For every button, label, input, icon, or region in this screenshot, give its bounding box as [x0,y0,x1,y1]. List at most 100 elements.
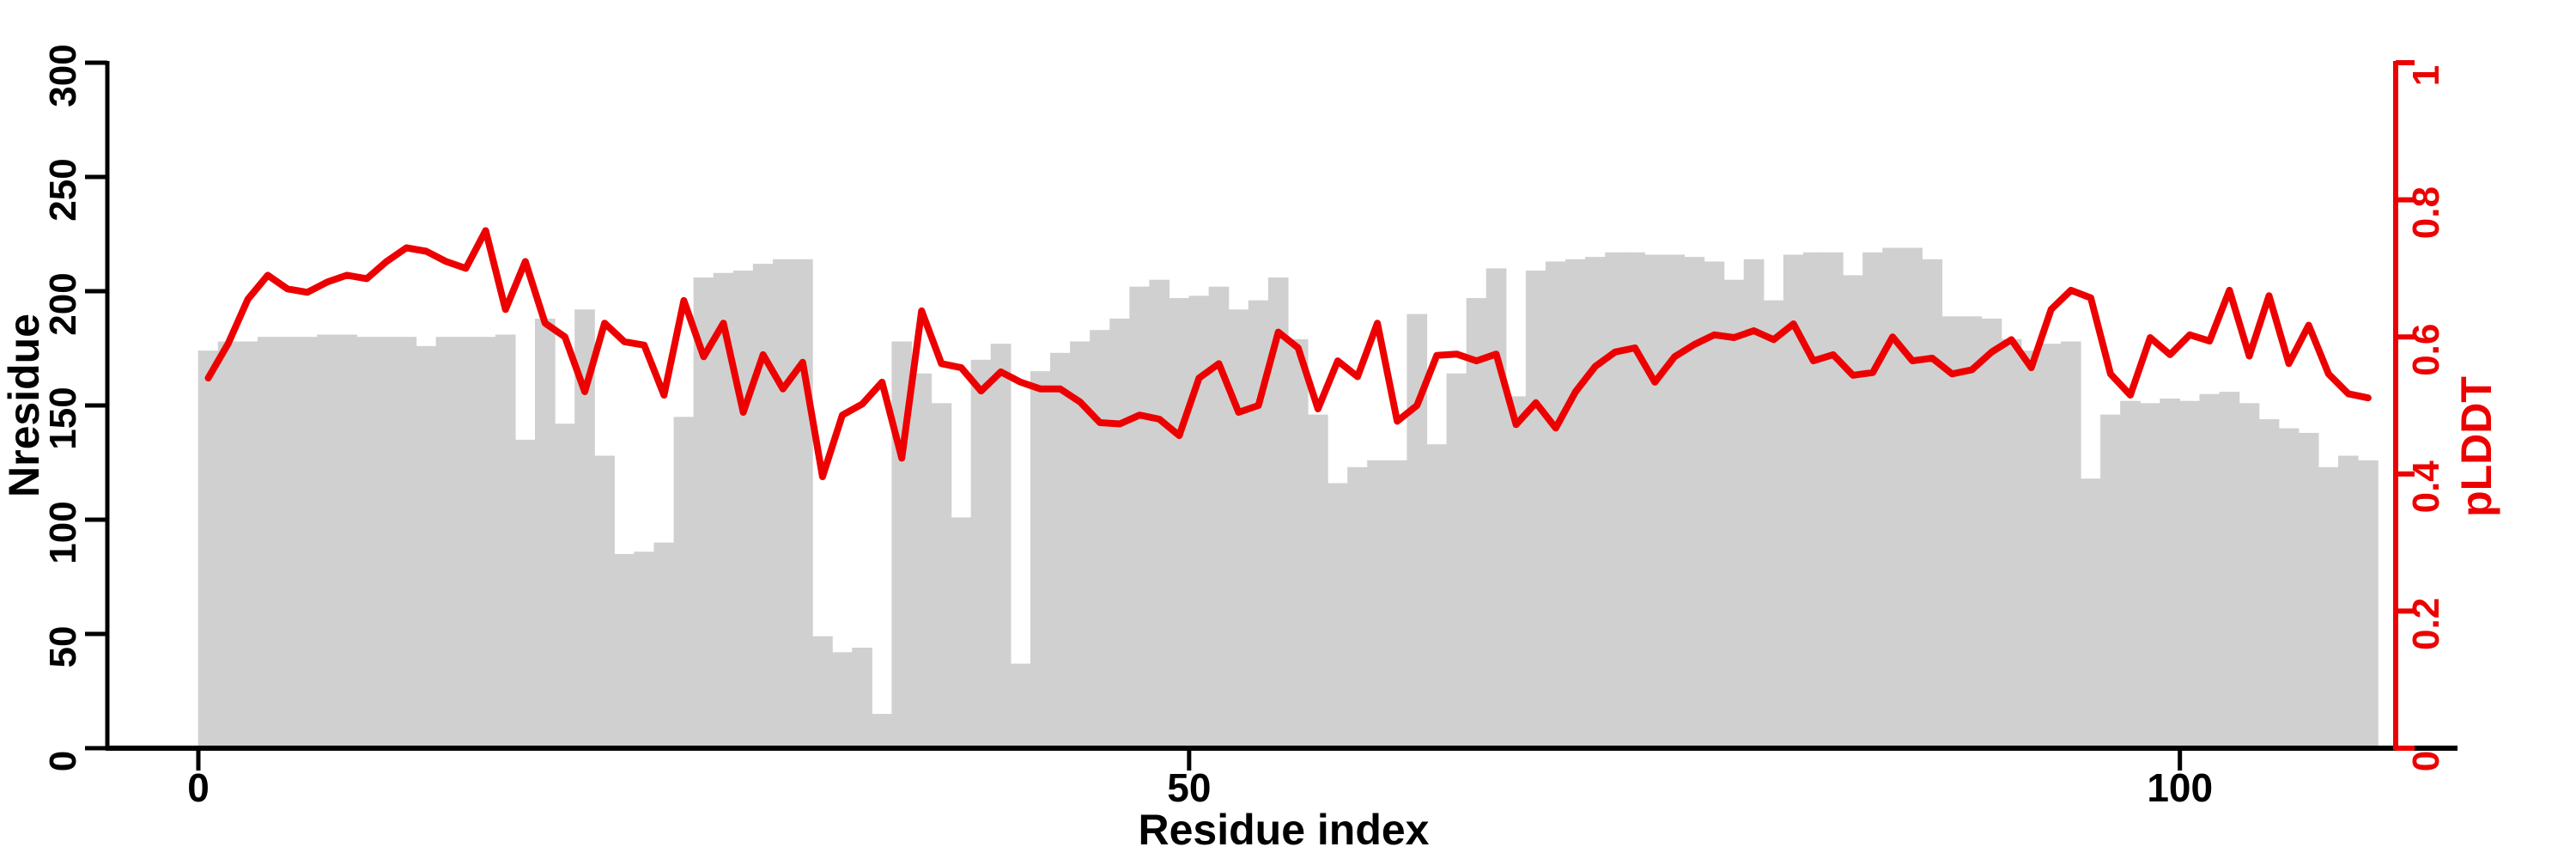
bar [356,337,377,748]
bar [1149,279,1170,748]
bar [495,334,516,748]
tick-label: 300 [42,44,84,107]
bar [614,553,635,748]
bar [297,337,318,748]
bar [1961,316,1983,748]
bar [1367,460,1388,748]
bar [2179,400,2201,748]
bar [416,345,437,748]
bar [970,359,992,748]
bar [535,318,556,748]
bar [772,259,793,748]
tick-label: 0.2 [2405,598,2447,650]
bars-layer [197,247,2379,749]
bar [1862,252,1883,748]
bar [1050,352,1071,748]
bar [2278,428,2300,748]
bar [237,341,258,748]
bar [634,551,655,748]
bar [2199,393,2221,748]
bar [1485,268,1507,748]
bar [1228,309,1249,748]
tick-label: 100 [2147,765,2213,810]
bar [2040,344,2062,748]
tick-label: 1 [2405,65,2447,86]
bar [1505,396,1527,748]
bar [1843,275,1863,748]
bar [1030,371,1051,748]
bar [1823,252,1844,748]
bar [693,277,714,748]
bar [2140,403,2160,748]
bar [990,344,1012,748]
bar [1248,300,1269,748]
bar [1070,341,1091,748]
bar [2001,338,2022,748]
tick-label: 150 [42,387,84,449]
bar [1882,247,1903,749]
tick-label: 0 [187,765,210,810]
bar [872,714,892,748]
bar [1347,466,1368,748]
bar [732,271,754,748]
bar [594,455,615,748]
bar [793,259,813,748]
bar [1287,338,1309,748]
bar [1704,261,1725,748]
bar [812,636,833,748]
bar [1565,259,1586,748]
bar [376,337,398,748]
bar [2081,478,2101,748]
bar [852,647,872,748]
bar [2358,460,2379,748]
tick-labels-layer: 0 50 100 150 200 250 300 0 50 100 0 0.2 0.4 0.6 0.8 1 [42,44,2447,810]
bar [752,264,774,749]
tick-label: 0 [2405,751,2447,771]
bar [1981,318,2002,748]
bar [1267,277,1289,748]
bar [2338,455,2359,748]
bar [1783,254,1804,748]
bar [2298,432,2319,748]
bar [396,337,417,748]
bar [317,334,337,748]
bar [1545,261,1566,748]
bar [1625,252,1645,748]
bar [1922,259,1943,748]
bar [197,350,219,748]
bar [277,337,298,748]
bar [1802,252,1824,748]
tick-label: 50 [1167,765,1211,810]
bar [911,373,933,748]
bar [713,272,734,749]
bar [1169,297,1190,749]
bar [1208,286,1230,748]
bar [1763,300,1784,748]
bar [1902,247,1923,749]
bar [337,334,357,748]
bar [832,652,853,748]
bar [1327,483,1348,748]
y-axis-title: Nresidue [0,314,48,497]
bar [1664,254,1686,748]
bar [951,517,972,748]
bar [931,403,952,748]
x-axis-title: Residue index [1139,806,1430,854]
bar [514,439,536,748]
bar [2020,350,2042,748]
bar [455,337,477,748]
bar [555,423,575,748]
bar [1188,295,1210,748]
tick-label: 0.4 [2405,460,2447,514]
tick-label: 50 [42,626,84,668]
bar [1525,271,1546,748]
axes-layer [85,60,2458,771]
right-axis-title: pLDDT [2452,376,2500,517]
tick-label: 250 [42,158,84,221]
bar [1684,257,1705,749]
bar [653,542,675,748]
tick-label: 0.8 [2405,186,2447,239]
bar [1406,314,1428,748]
